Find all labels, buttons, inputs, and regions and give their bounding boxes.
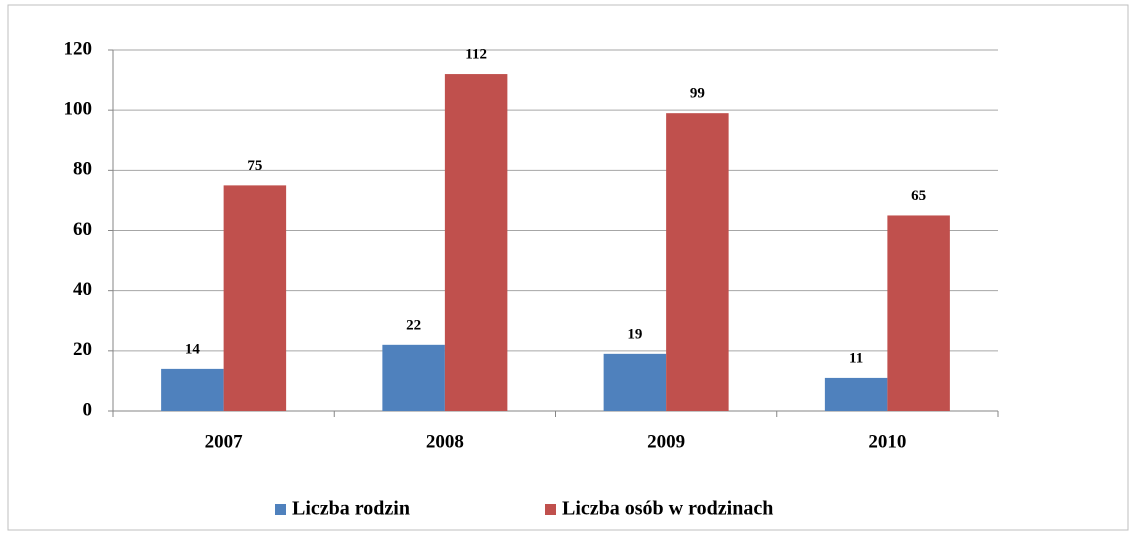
bar xyxy=(887,215,950,411)
y-tick-label: 40 xyxy=(73,279,92,300)
y-tick-label: 100 xyxy=(64,99,93,120)
bar xyxy=(444,74,508,412)
data-label: 11 xyxy=(849,350,863,366)
y-tick-label: 80 xyxy=(73,159,92,180)
data-label: 112 xyxy=(465,47,487,63)
x-tick-label: 2010 xyxy=(868,431,906,452)
data-label: 14 xyxy=(185,341,201,357)
data-label: 75 xyxy=(247,158,262,174)
y-tick-label: 120 xyxy=(64,38,93,59)
data-label: 22 xyxy=(406,317,421,333)
bar xyxy=(824,377,888,411)
legend-swatch xyxy=(275,504,286,515)
x-tick-label: 2008 xyxy=(426,431,464,452)
legend-swatch xyxy=(545,504,556,515)
x-tick-label: 2009 xyxy=(647,431,685,452)
y-tick-label: 0 xyxy=(83,399,93,420)
y-tick-label: 20 xyxy=(73,339,92,360)
bar xyxy=(382,344,445,411)
legend-label: Liczba rodzin xyxy=(292,498,410,520)
bar xyxy=(223,185,287,411)
bar xyxy=(161,368,224,411)
chart-frame xyxy=(7,4,1129,531)
bar xyxy=(666,113,729,412)
legend-label: Liczba osób w rodzinach xyxy=(562,498,773,520)
bar xyxy=(603,353,667,411)
data-label: 99 xyxy=(690,86,705,102)
data-label: 65 xyxy=(911,188,926,204)
data-label: 19 xyxy=(627,326,642,342)
x-tick-label: 2007 xyxy=(205,431,244,452)
y-tick-label: 60 xyxy=(73,219,92,240)
